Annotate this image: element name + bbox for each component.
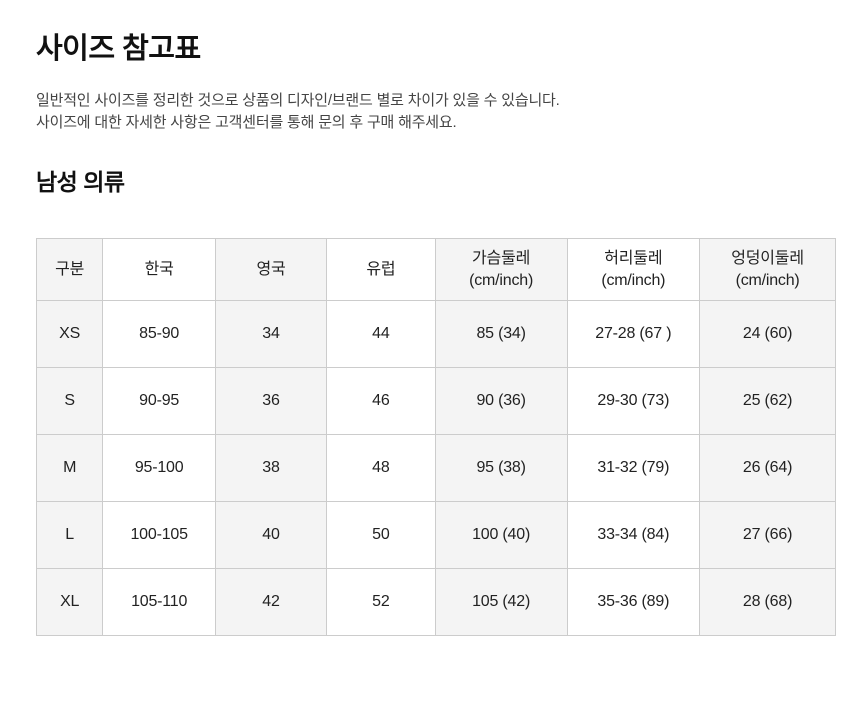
table-cell: 42 [214, 568, 328, 637]
column-header: 가슴둘레 (cm/inch) [434, 238, 568, 302]
column-header: 유럽 [326, 238, 436, 302]
row-size-label: XL [35, 568, 104, 637]
table-cell: 50 [326, 501, 436, 570]
table-cell: 100-105 [102, 501, 216, 570]
table-cell: 46 [326, 367, 436, 436]
table-cell: 105 (42) [434, 568, 568, 637]
table-cell: 52 [326, 568, 436, 637]
table-cell: 85-90 [102, 300, 216, 369]
table-cell: 95-100 [102, 434, 216, 503]
row-size-label: S [35, 367, 104, 436]
table-cell: 25 (62) [699, 367, 836, 436]
column-header: 엉덩이둘레 (cm/inch) [699, 238, 836, 302]
table-cell: 100 (40) [434, 501, 568, 570]
mens-size-table: 구분 한국 영국 유럽 가슴둘레 (cm/inch) 허리둘레 (cm/inch) 엉덩이둘… [35, 238, 836, 637]
size-guide-description: 일반적인 사이즈를 정리한 것으로 상품의 디자인/브랜드 별로 차이가 있을 … [36, 90, 836, 134]
table-cell: 90 (36) [434, 367, 568, 436]
table-cell: 28 (68) [699, 568, 836, 637]
table-row: M 95-100 38 48 95 (38) 31-32 (79) 26 (64) [35, 434, 836, 503]
table-cell: 105-110 [102, 568, 216, 637]
table-cell: 34 [214, 300, 328, 369]
table-cell: 27-28 (67 ) [566, 300, 701, 369]
description-line-2: 사이즈에 대한 자세한 사항은 고객센터를 통해 문의 후 구매 해주세요. [36, 113, 457, 131]
table-header-row: 구분 한국 영국 유럽 가슴둘레 (cm/inch) 허리둘레 (cm/inch) 엉덩이둘… [35, 238, 836, 302]
column-header: 한국 [102, 238, 216, 302]
table-cell: 95 (38) [434, 434, 568, 503]
page-title: 사이즈 참고표 [36, 33, 201, 65]
column-header: 허리둘레 (cm/inch) [566, 238, 701, 302]
table-cell: 27 (66) [699, 501, 836, 570]
column-header: 영국 [214, 238, 328, 302]
table-cell: 40 [214, 501, 328, 570]
table-cell: 36 [214, 367, 328, 436]
table-row: XS 85-90 34 44 85 (34) 27-28 (67 ) 24 (60) [35, 300, 836, 369]
table-cell: 44 [326, 300, 436, 369]
table-cell: 33-34 (84) [566, 501, 701, 570]
table-row: S 90-95 36 46 90 (36) 29-30 (73) 25 (62) [35, 367, 836, 436]
table-cell: 90-95 [102, 367, 216, 436]
description-line-1: 일반적인 사이즈를 정리한 것으로 상품의 디자인/브랜드 별로 차이가 있을 … [36, 91, 560, 109]
row-size-label: M [35, 434, 104, 503]
table-cell: 35-36 (89) [566, 568, 701, 637]
table-cell: 31-32 (79) [566, 434, 701, 503]
column-header: 구분 [35, 238, 104, 302]
table-cell: 85 (34) [434, 300, 568, 369]
table-row: XL 105-110 42 52 105 (42) 35-36 (89) 28 (68) [35, 568, 836, 637]
table-cell: 38 [214, 434, 328, 503]
table-row: L 100-105 40 50 100 (40) 33-34 (84) 27 (66) [35, 501, 836, 570]
table-body: XS 85-90 34 44 85 (34) 27-28 (67 ) 24 (60) S 90-… [35, 300, 836, 637]
table-cell: 26 (64) [699, 434, 836, 503]
section-title-mens-clothing: 남성 의류 [36, 168, 125, 195]
row-size-label: L [35, 501, 104, 570]
table-cell: 29-30 (73) [566, 367, 701, 436]
row-size-label: XS [35, 300, 104, 369]
table-cell: 48 [326, 434, 436, 503]
table-cell: 24 (60) [699, 300, 836, 369]
